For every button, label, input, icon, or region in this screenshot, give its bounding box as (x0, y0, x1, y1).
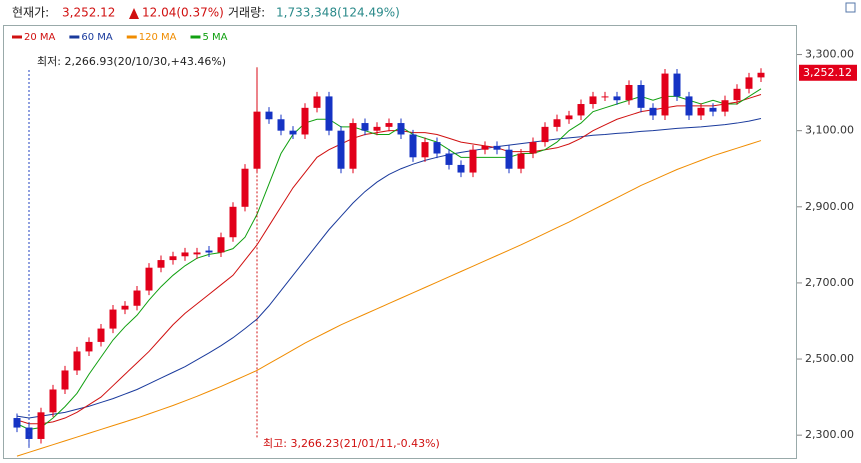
candle-body (457, 164, 465, 173)
candle-body (481, 145, 489, 150)
candle-body (745, 77, 753, 89)
y-tick-label: 2,700.00 (805, 276, 854, 289)
last-price-box (799, 64, 857, 81)
candle-body (445, 153, 453, 165)
candle-body (301, 107, 309, 135)
candle-body (625, 84, 633, 101)
candle-body (517, 153, 525, 169)
volume: 1,733,348(124.49%) (276, 6, 400, 20)
candle-body (169, 256, 177, 261)
price: 3,252.12 (62, 6, 115, 20)
candle-body (577, 104, 585, 116)
y-tick-label: 2,300.00 (805, 428, 854, 441)
y-tick-label: 2,500.00 (805, 352, 854, 365)
legend-label: 60 MA (81, 32, 113, 43)
ma-line (16, 88, 762, 430)
menu-box[interactable] (845, 2, 856, 13)
candle-body (385, 123, 393, 127)
legend-label: 120 MA (139, 32, 177, 43)
candle-body (265, 111, 273, 120)
candle-body (229, 206, 237, 238)
candle-body (49, 389, 57, 413)
candle-body (469, 149, 477, 173)
candle-body (133, 290, 141, 306)
ma-line (16, 140, 762, 457)
candle-body (421, 142, 429, 158)
candle-body (289, 130, 297, 135)
candle-body (73, 351, 81, 371)
low-annotation: 최저: 2,266.93(20/10/30,+43.46%) (37, 55, 226, 68)
candle-body (601, 96, 609, 98)
candle-body (361, 123, 369, 131)
candle-body (349, 123, 357, 169)
candle-body (193, 252, 201, 255)
candle-body (25, 427, 33, 439)
candle-body (637, 84, 645, 108)
candle-body (325, 96, 333, 131)
last-price-label: 3,252.12 (803, 66, 852, 79)
ma-line (16, 118, 762, 419)
candle-body (157, 260, 165, 268)
candle-body (241, 168, 249, 207)
candle-body (589, 96, 597, 105)
candle-body (37, 412, 45, 439)
legend-label: 5 MA (202, 32, 227, 43)
candle-body (61, 370, 69, 390)
candle-body (661, 73, 669, 116)
candle-body (529, 142, 537, 154)
candle-body (613, 96, 621, 101)
candle-body (97, 328, 105, 342)
candle-body (757, 72, 765, 78)
candle-body (565, 115, 573, 120)
change: 12.04(0.37%) (142, 6, 224, 20)
candle-body (553, 119, 561, 127)
candle-body (505, 149, 513, 169)
candle-body (121, 305, 129, 310)
candle-body (145, 267, 153, 291)
candle-body (85, 341, 93, 352)
candle-body (493, 145, 501, 150)
candle-body (397, 123, 405, 135)
y-tick-label: 3,100.00 (805, 124, 854, 137)
legend-label: 20 MA (24, 32, 56, 43)
y-tick-label: 3,300.00 (805, 48, 854, 61)
up-arrow (129, 8, 139, 19)
high-annotation: 최고: 3,266.23(21/01/11,-0.43%) (263, 437, 440, 450)
menu-icon[interactable] (845, 2, 856, 13)
candle-body (337, 130, 345, 169)
candle-body (13, 418, 21, 428)
candle-body (181, 252, 189, 257)
candle-body (649, 107, 657, 116)
candle-body (313, 96, 321, 108)
volume-label: 거래량: (228, 6, 265, 20)
candle-body (277, 119, 285, 131)
candle-body (721, 100, 729, 112)
candle-body (733, 88, 741, 101)
candle-body (109, 309, 117, 329)
candle-body (673, 73, 681, 97)
y-tick-label: 2,900.00 (805, 200, 854, 213)
candle-body (409, 134, 417, 158)
candle-body (697, 107, 705, 116)
candle-body (205, 250, 213, 253)
candle-body (373, 126, 381, 131)
price-label: 현재가: (12, 6, 49, 20)
candle-body (709, 107, 717, 112)
candle-body (685, 96, 693, 116)
candle-body (433, 142, 441, 154)
candle-body (541, 126, 549, 143)
candle-body (217, 237, 225, 253)
